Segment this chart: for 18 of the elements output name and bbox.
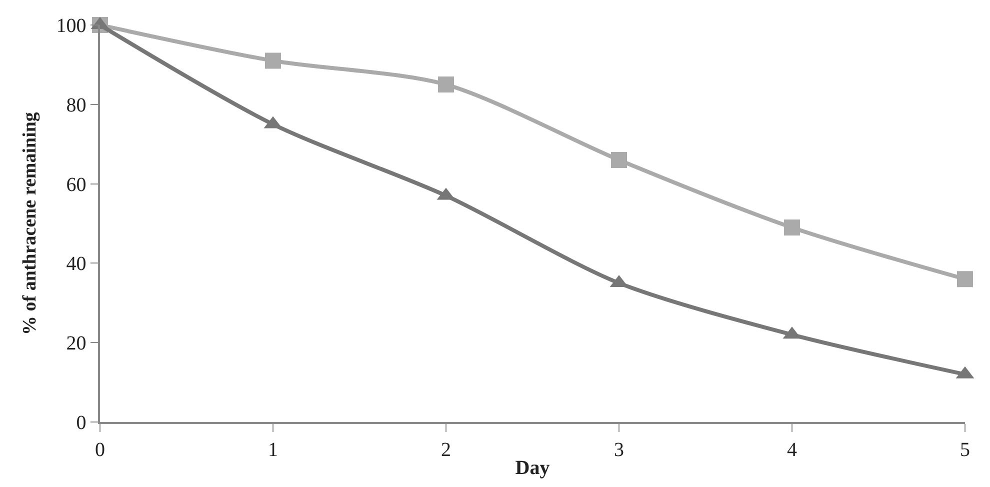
x-tick-label: 0	[95, 438, 105, 461]
point	[784, 219, 800, 236]
y-axis-title: % of anthracene remaining	[20, 112, 41, 335]
x-axis-title: Day	[515, 456, 550, 479]
x-tick-label: 5	[960, 438, 970, 461]
y-tick-label: 20	[66, 332, 86, 355]
y-tick-label: 100	[56, 15, 86, 37]
y-tick-label: 80	[66, 94, 86, 116]
point	[438, 76, 454, 93]
x-tick-label: 3	[614, 438, 624, 461]
point	[265, 52, 281, 69]
x-tick-label: 2	[441, 438, 451, 461]
y-tick-label: 0	[76, 412, 86, 434]
point	[611, 152, 627, 168]
y-tick-label: 60	[66, 174, 86, 196]
y-tick-label: 40	[66, 253, 86, 276]
x-tick-label: 4	[787, 438, 797, 461]
x-tick-label: 1	[268, 438, 278, 461]
